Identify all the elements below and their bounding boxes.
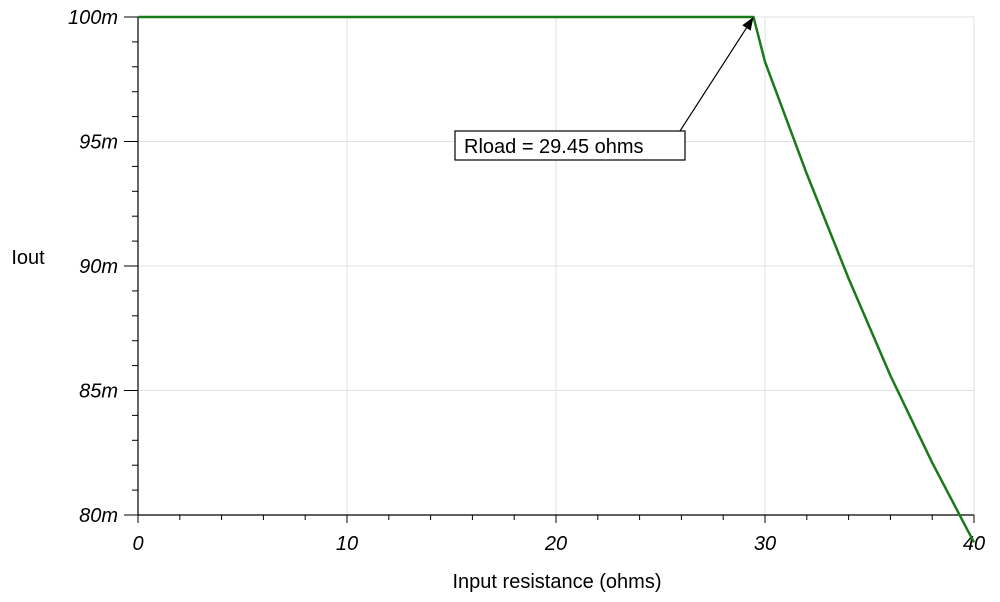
- y-tick-label: 80m: [79, 505, 118, 527]
- tick-labels: 0 10 20 30 40 80m 85m 90m 95m 100m: [68, 7, 985, 555]
- x-tick-label: 10: [336, 533, 358, 555]
- y-tick-label: 100m: [68, 7, 118, 29]
- y-tick-label: 95m: [79, 132, 118, 154]
- annotation-box: [454, 130, 686, 161]
- annotation-arrowhead: [742, 17, 754, 31]
- y-tick-label: 85m: [79, 381, 118, 403]
- y-tick-label: 90m: [79, 256, 118, 278]
- ticks: [124, 16, 975, 523]
- series: [138, 15, 976, 543]
- annotation-arrow: [679, 27, 747, 132]
- x-tick-label: 40: [963, 533, 985, 555]
- y-axis-title: Iout: [11, 247, 45, 269]
- annotation-label: Rload = 29.45 ohms: [464, 136, 644, 158]
- annotation: Rload = 29.45 ohms: [454, 17, 754, 161]
- grid: [138, 16, 975, 515]
- x-tick-label: 20: [544, 533, 567, 555]
- x-axis-title: Input resistance (ohms): [453, 571, 662, 593]
- x-tick-label: 30: [754, 533, 776, 555]
- x-tick-label: 0: [132, 533, 143, 555]
- series-line: [138, 15, 976, 543]
